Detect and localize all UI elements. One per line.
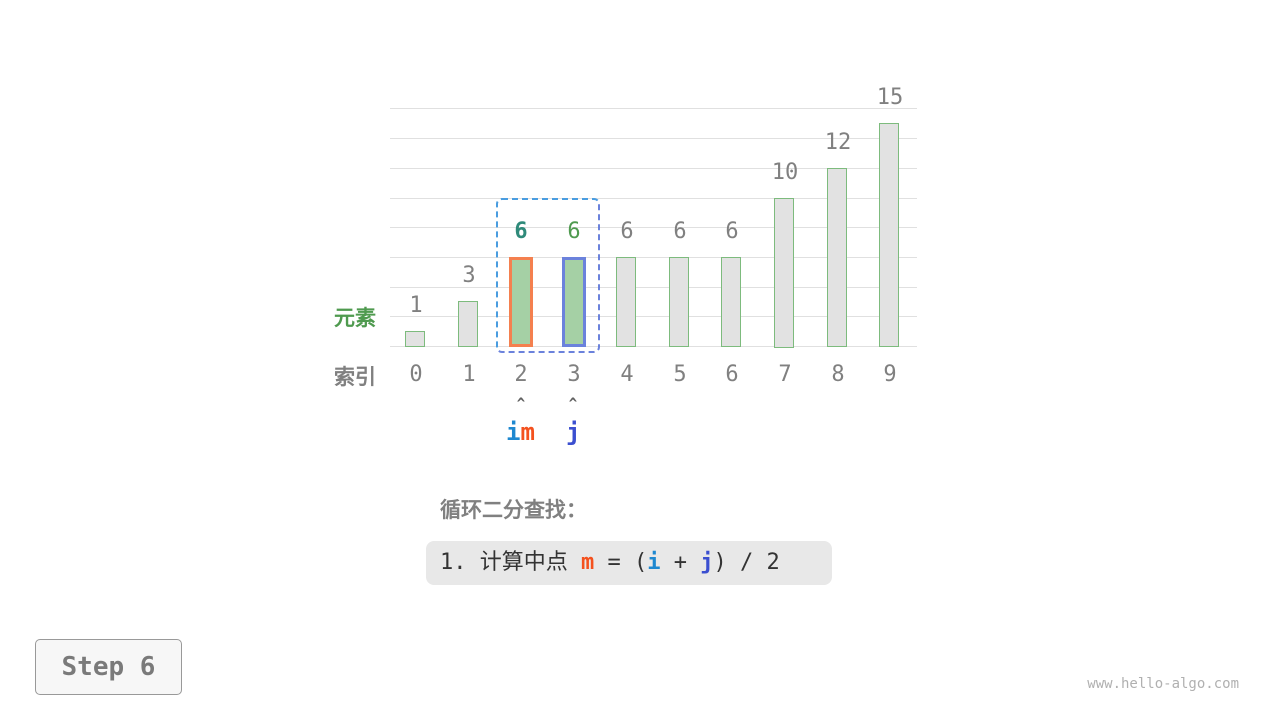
- bar: [721, 257, 741, 347]
- index-label: 2: [514, 362, 528, 387]
- bar-value-label: 1: [409, 293, 423, 318]
- gridline: [390, 198, 917, 199]
- gridline: [390, 168, 917, 169]
- index-label: 5: [673, 362, 687, 387]
- bar: [509, 257, 533, 347]
- bar-value-label: 12: [824, 130, 852, 155]
- gridline: [390, 316, 917, 317]
- bar: [562, 257, 586, 347]
- pointer-m: m: [520, 418, 535, 446]
- index-label: 8: [831, 362, 845, 387]
- pointer-i: i: [506, 418, 521, 446]
- bar-value-label: 6: [620, 219, 634, 244]
- pointer-j: j: [566, 418, 581, 446]
- elements-row-label: 元素: [334, 306, 376, 330]
- bar-value-label: 6: [673, 219, 687, 244]
- bar: [458, 301, 478, 347]
- algorithm-title: 循环二分查找：: [440, 498, 587, 522]
- index-label: 7: [778, 362, 792, 387]
- bar-value-label: 6: [567, 219, 581, 244]
- index-label: 0: [409, 362, 423, 387]
- search-range-box: [496, 198, 600, 353]
- pointer-im: im: [506, 418, 535, 446]
- index-label: 9: [883, 362, 897, 387]
- bar: [669, 257, 689, 347]
- pointer-arrow-icon-im: ^: [516, 396, 526, 412]
- bar: [405, 331, 425, 347]
- code-j: j: [700, 550, 714, 575]
- code-prefix: 1. 计算中点: [440, 550, 581, 575]
- bar: [774, 198, 794, 348]
- index-label: 3: [567, 362, 581, 387]
- gridline: [390, 108, 917, 109]
- code-step: 1. 计算中点 m = (i + j) / 2: [426, 541, 832, 585]
- gridline: [390, 257, 917, 258]
- bar-value-label: 6: [514, 219, 528, 244]
- code-suffix: ) / 2: [713, 550, 780, 575]
- indices-row-label: 索引: [334, 365, 376, 389]
- bar-value-label: 10: [771, 160, 799, 185]
- index-label: 6: [725, 362, 739, 387]
- code-plus: +: [660, 550, 701, 575]
- code-m: m: [580, 550, 595, 575]
- bar: [827, 168, 847, 347]
- gridline: [390, 138, 917, 139]
- bar: [616, 257, 636, 347]
- gridline: [390, 227, 917, 228]
- bar-value-label: 15: [876, 85, 904, 110]
- gridline: [390, 346, 917, 347]
- watermark: www.hello-algo.com: [1087, 676, 1239, 692]
- code-i: i: [647, 550, 661, 575]
- bar-value-label: 3: [462, 263, 476, 288]
- index-label: 1: [462, 362, 476, 387]
- gridline: [390, 287, 917, 288]
- bar-value-label: 6: [725, 219, 739, 244]
- pointer-arrow-icon-j: ^: [568, 396, 578, 412]
- code-eq: = (: [594, 550, 648, 575]
- step-indicator: Step 6: [35, 639, 182, 695]
- index-label: 4: [620, 362, 634, 387]
- bar: [879, 123, 899, 347]
